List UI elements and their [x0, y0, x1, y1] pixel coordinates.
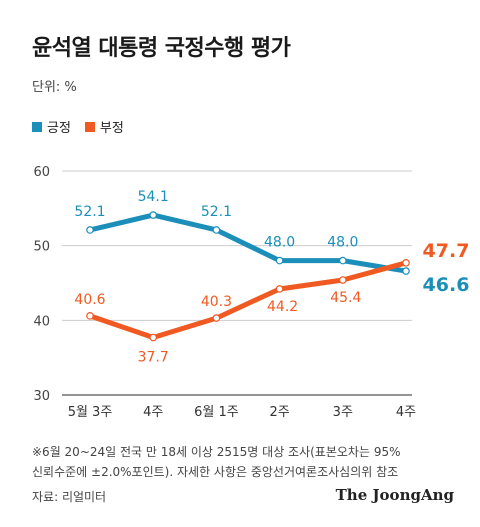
legend-swatch-negative	[84, 121, 95, 132]
data-point-positive	[338, 256, 347, 265]
x-tick-label: 4주	[396, 405, 416, 420]
data-point-negative	[86, 312, 94, 320]
data-point-negative	[212, 314, 221, 322]
legend-label-positive: 긍정	[47, 121, 71, 136]
line-chart: 30 40 50 60 5월 3주 4주 6월 1주 2주 3주 4주 52.1 54.1 52.1 48…	[33, 165, 470, 420]
data-label-negative: 40.6	[74, 292, 105, 308]
y-tick-label: 60	[33, 165, 50, 180]
data-label-negative: 45.4	[330, 290, 361, 306]
source-label: 자료: 리얼미터	[32, 490, 107, 504]
data-label-positive: 52.1	[74, 204, 105, 220]
brand-logo: The JoongAng	[335, 486, 454, 504]
series-line-negative	[87, 260, 409, 341]
data-label-negative: 44.2	[267, 299, 298, 315]
survey-note-line-1: ※6월 20~24일 전국 만 18세 이상 2515명 대상 조사(표본오차는…	[32, 445, 401, 459]
y-tick-label: 30	[33, 389, 50, 404]
legend-item-positive: 긍정	[32, 117, 71, 136]
data-label-positive: 46.6	[423, 274, 470, 296]
data-point-positive	[275, 256, 284, 265]
unit-label: 단위: %	[32, 80, 77, 95]
survey-note-line-2: 신뢰수준에 ±2.0%포인트). 자세한 사항은 중앙선거여론조사심의위 참조	[32, 465, 399, 479]
series-line-positive	[87, 212, 409, 274]
x-tick-label: 5월 3주	[68, 405, 113, 420]
data-point-positive	[86, 226, 94, 234]
data-point-negative	[149, 333, 158, 342]
data-label-negative: 47.7	[423, 240, 470, 262]
y-tick-label: 40	[33, 314, 50, 329]
data-label-positive: 48.0	[264, 235, 295, 251]
data-point-negative	[338, 276, 347, 284]
x-tick-label: 6월 1주	[194, 405, 239, 420]
legend-swatch-positive	[32, 121, 42, 132]
data-label-positive: 48.0	[327, 235, 358, 251]
legend: 긍정 부정	[32, 117, 138, 136]
survey-note: ※6월 20~24일 전국 만 18세 이상 2515명 대상 조사(표본오차는…	[32, 442, 452, 482]
y-tick-label: 50	[33, 240, 50, 255]
x-tick-label: 3주	[333, 405, 353, 420]
data-label-positive: 52.1	[201, 204, 232, 220]
legend-label-negative: 부정	[99, 121, 124, 136]
chart-title: 윤석열 대통령 국정수행 평가	[32, 36, 291, 61]
data-point-positive	[212, 226, 221, 234]
data-point-positive	[149, 211, 158, 219]
data-point-negative	[275, 285, 284, 293]
data-label-negative: 40.3	[201, 294, 232, 310]
data-point-negative	[402, 259, 410, 267]
x-tick-label: 2주	[269, 405, 289, 420]
data-label-negative: 37.7	[138, 350, 169, 366]
data-label-positive: 54.1	[138, 189, 169, 205]
data-point-positive	[402, 267, 410, 275]
legend-item-negative: 부정	[84, 117, 124, 136]
x-tick-label: 4주	[143, 405, 163, 420]
